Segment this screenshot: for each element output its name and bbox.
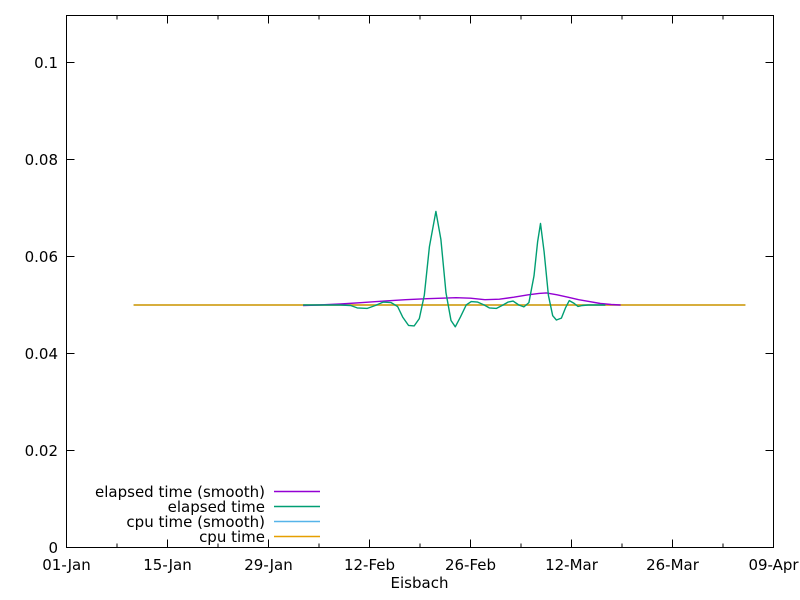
y-tick-label-0-02: 0.02 (25, 442, 58, 460)
x-tick-label-01-jan: 01-Jan (42, 556, 90, 574)
legend-label-elapsed-time-smooth: elapsed time (smooth) (95, 483, 265, 501)
y-tick-label-0-1: 0.1 (34, 54, 58, 72)
plot-border (66, 15, 774, 548)
y-tick-label-0-06: 0.06 (25, 248, 58, 266)
y-tick-label-0: 0 (48, 539, 58, 557)
y-tick-label-0-04: 0.04 (25, 345, 58, 363)
x-tick-label-12-mar: 12-Mar (545, 556, 599, 574)
x-tick-label-09-apr: 09-Apr (748, 556, 799, 574)
legend-label-cpu-time-smooth: cpu time (smooth) (126, 513, 265, 531)
y-tick-label-0-08: 0.08 (25, 151, 58, 169)
x-axis-title: Eisbach (391, 574, 449, 592)
series-elapsed-time-smooth (303, 292, 621, 307)
legend-label-elapsed-time: elapsed time (168, 498, 265, 516)
x-tick-label-12-feb: 12-Feb (344, 556, 395, 574)
legend-label-cpu-time: cpu time (199, 528, 265, 546)
x-tick-label-26-feb: 26-Feb (445, 556, 496, 574)
x-tick-label-29-jan: 29-Jan (244, 556, 292, 574)
x-tick-label-15-jan: 15-Jan (143, 556, 191, 574)
series-elapsed-time (303, 210, 606, 328)
x-tick-label-26-mar: 26-Mar (646, 556, 700, 574)
